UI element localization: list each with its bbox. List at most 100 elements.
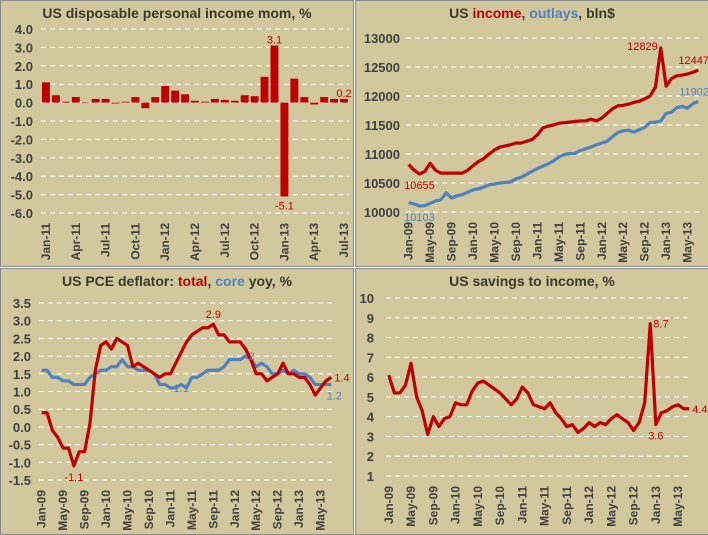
bar <box>51 95 60 103</box>
title-core: core <box>215 273 245 289</box>
x-tick-label: Oct-12 <box>248 223 262 261</box>
x-tick-label: May-09 <box>423 222 437 263</box>
data-label: 1.2 <box>327 390 342 402</box>
y-tick-label: 1.0 <box>15 77 33 92</box>
y-tick-label: 2.0 <box>13 349 31 364</box>
x-tick-label: Jan-09 <box>35 490 49 528</box>
title-income: income <box>472 5 522 21</box>
x-tick-label: Sep-09 <box>445 222 459 262</box>
x-tick-label: Jan-12 <box>228 490 242 528</box>
y-tick-label: 7 <box>367 350 374 365</box>
x-tick-label: Jan-10 <box>99 490 113 528</box>
y-tick-label: -0.5 <box>9 438 31 453</box>
chart-title: US PCE deflator: total, core yoy, % <box>1 273 353 289</box>
bar <box>320 97 329 103</box>
x-tick-label: Apr-11 <box>69 223 83 261</box>
title-part: , bln$ <box>578 5 615 21</box>
y-tick-label: -3.0 <box>11 151 33 166</box>
x-tick-label: May-10 <box>121 490 135 531</box>
x-tick-label: Jan-11 <box>530 222 544 260</box>
data-label: -5.1 <box>275 200 294 212</box>
x-tick-label: Sep-12 <box>627 486 641 526</box>
x-tick-label: Sep-12 <box>271 490 285 530</box>
x-tick-label: Apr-13 <box>307 223 321 261</box>
bar <box>260 76 269 103</box>
y-tick-label: 4.0 <box>15 22 33 37</box>
bar <box>101 98 110 103</box>
bar <box>81 102 90 104</box>
bar <box>111 102 120 104</box>
title-part: US <box>449 5 473 21</box>
y-tick-label: 4 <box>367 410 375 425</box>
y-tick-label: 2.5 <box>13 331 31 346</box>
data-label: 8.7 <box>653 319 668 331</box>
chart-pce-deflator: US PCE deflator: total, core yoy, % -1.5… <box>0 268 354 535</box>
x-tick-label: Jan-13 <box>292 490 306 528</box>
y-tick-label: -5.0 <box>11 188 33 203</box>
chart-svg: -6.0 -5.0 -4.0 -3.0 -2.0 -1.0 0.0 1.0 2.0 3.0 4.0 J… <box>11 22 352 261</box>
y-tick-label: 0.0 <box>13 420 31 435</box>
y-tick-label: 12000 <box>364 89 400 104</box>
series-line-income <box>407 46 699 176</box>
chart-svg: 1 2 3 4 5 6 7 8 9 10 Jan-09 May-09 Sep-09 Jan-10 May-1… <box>360 291 708 527</box>
y-tick-label: 2.0 <box>15 59 33 74</box>
y-tick-label: -4.0 <box>11 169 33 184</box>
y-tick-label: 3.5 <box>13 296 31 311</box>
x-tick-label: Sep-09 <box>426 486 440 526</box>
series-line-core <box>41 354 332 390</box>
x-tick-label: May-13 <box>314 490 328 531</box>
x-tick-label: Jul-13 <box>337 223 351 258</box>
x-tick-label: Sep-11 <box>573 222 587 261</box>
x-tick-label: Oct-11 <box>128 223 142 260</box>
x-tick-label: Jan-12 <box>158 223 172 261</box>
y-tick-label: 3.0 <box>15 40 33 55</box>
chart-income-outlays: US income, outlays, bln$ 10000 10500 11000… <box>355 0 708 267</box>
bar <box>131 97 140 103</box>
y-tick-label: 13000 <box>364 31 400 46</box>
x-tick-label: Jul-12 <box>218 223 232 258</box>
title-part: yoy, % <box>244 273 293 289</box>
x-tick-label: Jan-13 <box>277 223 291 261</box>
chart-disposable-income: US disposable personal income mom, % -6.… <box>0 0 354 267</box>
y-tick-label: 3 <box>367 429 374 444</box>
bar <box>181 94 190 103</box>
bar <box>200 101 209 103</box>
chart-svg: -1.5 -1.0 -0.5 0.0 0.5 1.0 1.5 2.0 2.5 3.0 3.5 Jan-… <box>9 296 350 531</box>
x-tick-label: May-12 <box>604 486 618 527</box>
x-tick-label: Sep-09 <box>78 490 92 530</box>
bar <box>330 98 339 103</box>
y-tick-label: -1.5 <box>9 473 31 488</box>
data-label: 12829 <box>627 41 658 53</box>
x-tick-label: Jan-10 <box>449 486 463 524</box>
x-tick-label: May-13 <box>681 222 695 263</box>
bar <box>310 102 319 105</box>
y-tick-label: 5 <box>367 390 374 405</box>
chart-svg: 10000 10500 11000 11500 12000 12500 13000 Jan-0… <box>364 31 708 263</box>
bar <box>171 90 180 103</box>
x-tick-label: Jan-09 <box>402 222 416 260</box>
x-tick-label: Sep-10 <box>142 490 156 530</box>
data-label: 1.4 <box>334 372 349 384</box>
data-label: 3.1 <box>267 35 282 47</box>
bar <box>230 100 239 103</box>
bar <box>71 97 80 103</box>
x-tick-label: Sep-10 <box>493 486 507 526</box>
x-tick-label: May-12 <box>616 222 630 263</box>
data-label: 2.9 <box>206 309 221 321</box>
y-tick-label: -1.0 <box>9 455 31 470</box>
series-line <box>387 322 690 437</box>
bar <box>61 101 70 103</box>
x-tick-label: May-10 <box>471 486 485 527</box>
x-tick-label: Jan-10 <box>466 222 480 260</box>
chart-title: US income, outlays, bln$ <box>356 5 708 21</box>
series-line-total <box>41 322 333 468</box>
x-tick-label: May-11 <box>552 222 566 262</box>
bar <box>151 97 160 103</box>
bar <box>42 82 50 103</box>
x-tick-label: Sep-12 <box>638 222 652 262</box>
data-label: -1.1 <box>64 472 83 484</box>
y-tick-label: 6 <box>367 370 374 385</box>
title-part: , <box>521 5 530 21</box>
bar <box>340 98 348 103</box>
x-tick-label: May-11 <box>538 486 552 526</box>
